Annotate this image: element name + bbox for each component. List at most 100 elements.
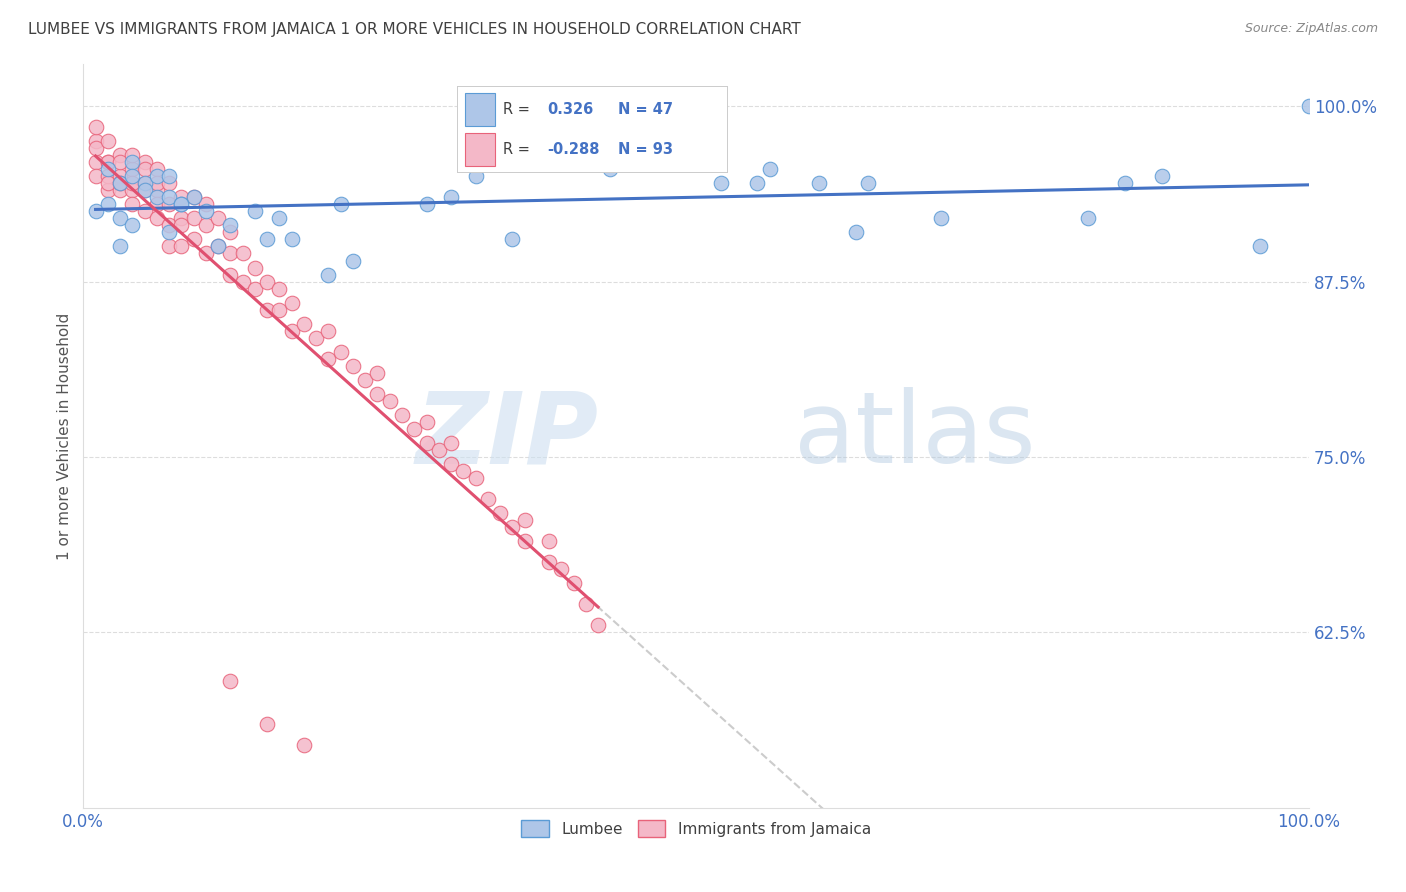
Point [121, 162, 143, 177]
Point [550, 562, 572, 576]
Point [121, 219, 143, 233]
Text: atlas: atlas [794, 387, 1036, 484]
Point [97, 155, 120, 169]
Point [329, 197, 352, 211]
Point [219, 226, 242, 240]
Point [97, 177, 120, 191]
Point [378, 393, 401, 408]
Point [464, 471, 486, 485]
Point [280, 232, 302, 246]
Point [256, 275, 278, 289]
Point [146, 177, 169, 191]
Point [256, 302, 278, 317]
Point [170, 190, 193, 204]
Point [844, 226, 866, 240]
Point [84, 155, 107, 169]
Point [501, 520, 523, 534]
Point [84, 120, 107, 135]
Point [415, 197, 437, 211]
Point [292, 317, 315, 331]
Point [121, 177, 143, 191]
Point [758, 162, 780, 177]
Point [183, 190, 205, 204]
Point [97, 155, 120, 169]
Point [108, 148, 131, 162]
Point [1249, 239, 1271, 253]
Legend: Lumbee, Immigrants from Jamaica: Lumbee, Immigrants from Jamaica [513, 813, 879, 845]
Point [1150, 169, 1173, 184]
Point [280, 295, 302, 310]
Point [157, 177, 180, 191]
Point [318, 268, 340, 282]
Point [207, 239, 229, 253]
Point [427, 442, 450, 457]
Point [183, 211, 205, 226]
Point [710, 177, 733, 191]
Point [269, 211, 291, 226]
Point [170, 239, 193, 253]
Point [121, 183, 143, 197]
Point [108, 177, 131, 191]
Point [440, 436, 463, 450]
Point [194, 246, 217, 260]
Point [134, 162, 156, 177]
Point [219, 268, 242, 282]
Point [157, 197, 180, 211]
Text: LUMBEE VS IMMIGRANTS FROM JAMAICA 1 OR MORE VEHICLES IN HOUSEHOLD CORRELATION CH: LUMBEE VS IMMIGRANTS FROM JAMAICA 1 OR M… [28, 22, 801, 37]
Point [366, 366, 388, 380]
Point [146, 211, 169, 226]
Point [84, 134, 107, 148]
Point [453, 464, 475, 478]
Point [269, 302, 291, 317]
Point [232, 275, 254, 289]
Point [305, 331, 328, 345]
Point [280, 324, 302, 338]
Point [415, 436, 437, 450]
Point [243, 204, 266, 219]
Point [121, 148, 143, 162]
Point [807, 177, 830, 191]
Point [269, 282, 291, 296]
Point [489, 506, 512, 520]
Point [599, 162, 621, 177]
Point [97, 169, 120, 184]
Point [219, 246, 242, 260]
Point [134, 177, 156, 191]
Point [501, 232, 523, 246]
Point [366, 386, 388, 401]
Point [219, 219, 242, 233]
Point [121, 155, 143, 169]
Point [134, 204, 156, 219]
Point [856, 177, 879, 191]
Point [157, 219, 180, 233]
Point [440, 190, 463, 204]
Point [183, 190, 205, 204]
Point [108, 239, 131, 253]
Point [391, 408, 413, 422]
Y-axis label: 1 or more Vehicles in Household: 1 or more Vehicles in Household [58, 312, 72, 559]
Point [146, 169, 169, 184]
Point [170, 219, 193, 233]
Point [194, 219, 217, 233]
Point [404, 422, 426, 436]
Point [685, 155, 707, 169]
Point [97, 183, 120, 197]
Point [183, 232, 205, 246]
Point [134, 177, 156, 191]
Point [157, 239, 180, 253]
Text: ZIP: ZIP [415, 387, 598, 484]
Point [194, 204, 217, 219]
Point [134, 155, 156, 169]
Point [146, 197, 169, 211]
Point [243, 260, 266, 275]
Point [207, 239, 229, 253]
Point [157, 169, 180, 184]
Point [207, 211, 229, 226]
Point [747, 177, 769, 191]
Point [1298, 99, 1320, 113]
Point [108, 211, 131, 226]
Point [146, 190, 169, 204]
Point [562, 576, 585, 591]
Point [108, 169, 131, 184]
Point [134, 183, 156, 197]
